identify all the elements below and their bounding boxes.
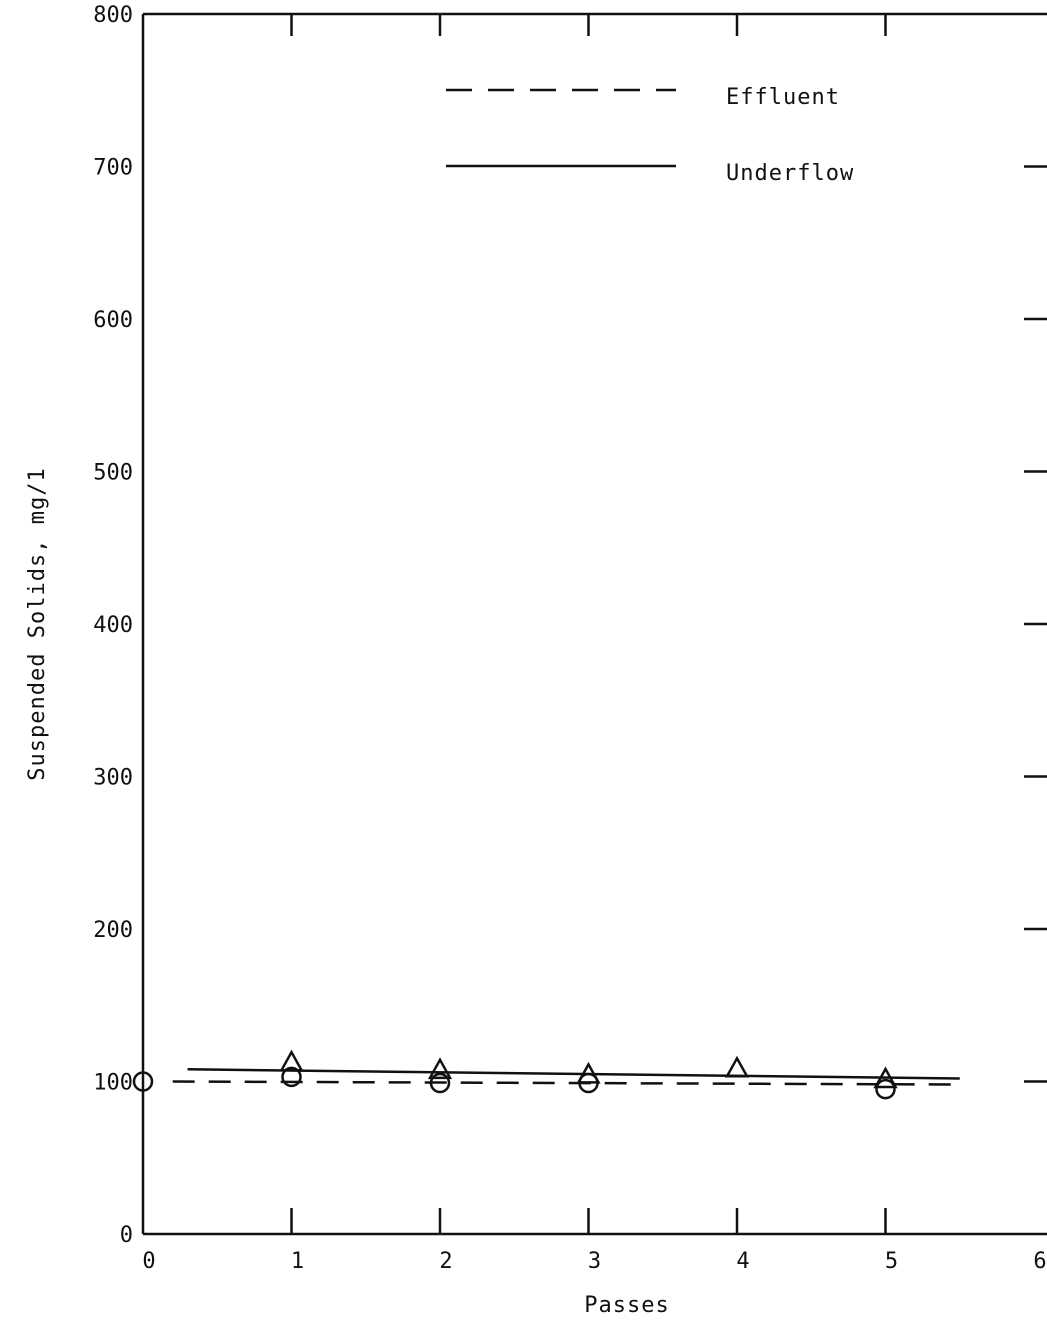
legend-label-effluent: Effluent: [726, 85, 840, 110]
y-tick-label: 800: [93, 3, 133, 28]
y-tick-label: 200: [93, 918, 133, 943]
x-tick-label: 1: [291, 1249, 304, 1274]
x-tick-label: 3: [588, 1249, 601, 1274]
underflow-fit-line: [187, 1068, 960, 1080]
x-axis-title: Passes: [584, 1293, 669, 1318]
legend: Effluent Underflow: [446, 85, 854, 186]
effluent-point: [132, 1071, 154, 1092]
underflow-point: [427, 1057, 453, 1080]
y-tick-label: 500: [93, 461, 133, 486]
fit-lines-layer: [172, 1068, 960, 1086]
y-tick-label: 400: [93, 613, 133, 638]
y-tick-label: 0: [120, 1223, 133, 1248]
x-tick-label: 2: [439, 1249, 452, 1274]
effluent-fit-line: [172, 1080, 960, 1086]
ticks-layer: 0 100 200 300 400 500 600 700 800 0 1 2 3 4 5 6: [93, 3, 1047, 1274]
x-tick-label: 4: [736, 1249, 749, 1274]
underflow-point: [279, 1049, 304, 1072]
legend-label-underflow: Underflow: [726, 161, 854, 186]
y-tick-label: 600: [93, 308, 133, 333]
x-tick-label: 0: [142, 1249, 155, 1274]
y-tick-label: 700: [93, 156, 133, 181]
underflow-point: [724, 1055, 750, 1078]
underflow-point: [576, 1061, 601, 1084]
y-axis-title: Suspended Solids, mg/1: [25, 467, 50, 780]
x-tick-label: 6: [1033, 1249, 1046, 1274]
effluent-point: [875, 1078, 896, 1100]
effluent-point: [429, 1072, 451, 1094]
underflow-point: [873, 1066, 898, 1089]
x-tick-label: 5: [885, 1249, 898, 1274]
y-tick-label: 300: [93, 766, 133, 791]
markers-layer: [132, 1049, 898, 1100]
effluent-point: [281, 1066, 302, 1088]
y-tick-label: 100: [93, 1071, 133, 1096]
